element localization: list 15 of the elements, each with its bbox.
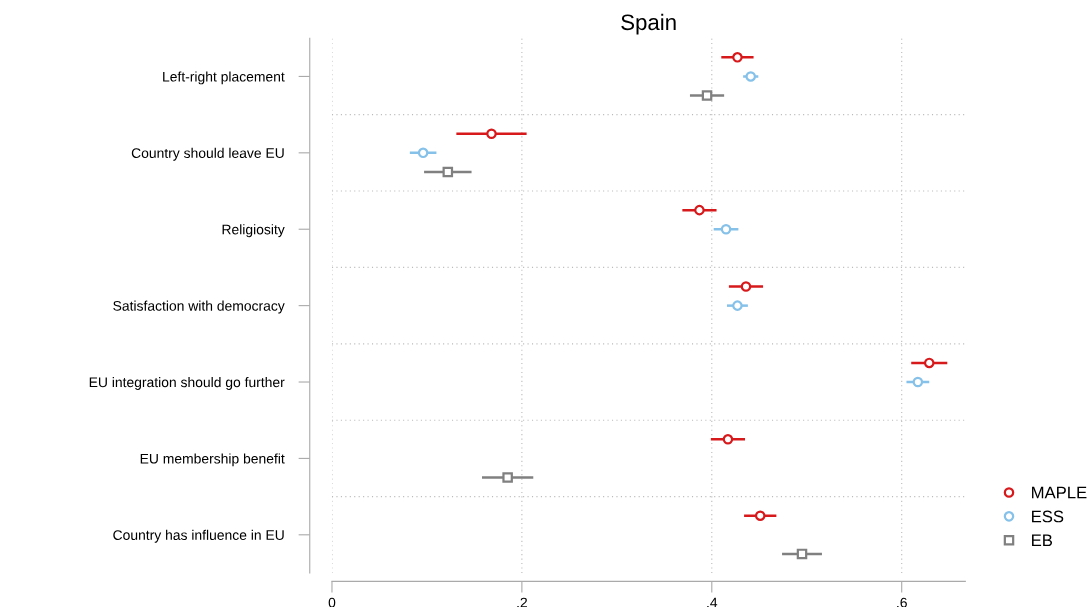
y-tick-label: Country should leave EU (131, 147, 284, 161)
y-tick-label: Left-right placement (163, 71, 285, 85)
y-tick-label: EU membership benefit (140, 453, 285, 467)
y-tick-label: Religiosity (222, 224, 285, 238)
x-tick-label: .2 (517, 597, 527, 607)
legend-label: MAPLE (1032, 486, 1087, 499)
y-tick-label: EU integration should go further (89, 376, 285, 390)
x-tick-label: 0 (328, 597, 336, 607)
legend-label: ESS (1032, 510, 1064, 523)
chart-title: Spain (621, 13, 676, 35)
y-tick-label: Country has influence in EU (113, 529, 284, 543)
x-tick-label: .6 (897, 597, 907, 607)
y-tick-label: Satisfaction with democracy (113, 300, 285, 314)
x-tick-label: .4 (707, 597, 718, 607)
legend-label: EB (1032, 534, 1053, 547)
